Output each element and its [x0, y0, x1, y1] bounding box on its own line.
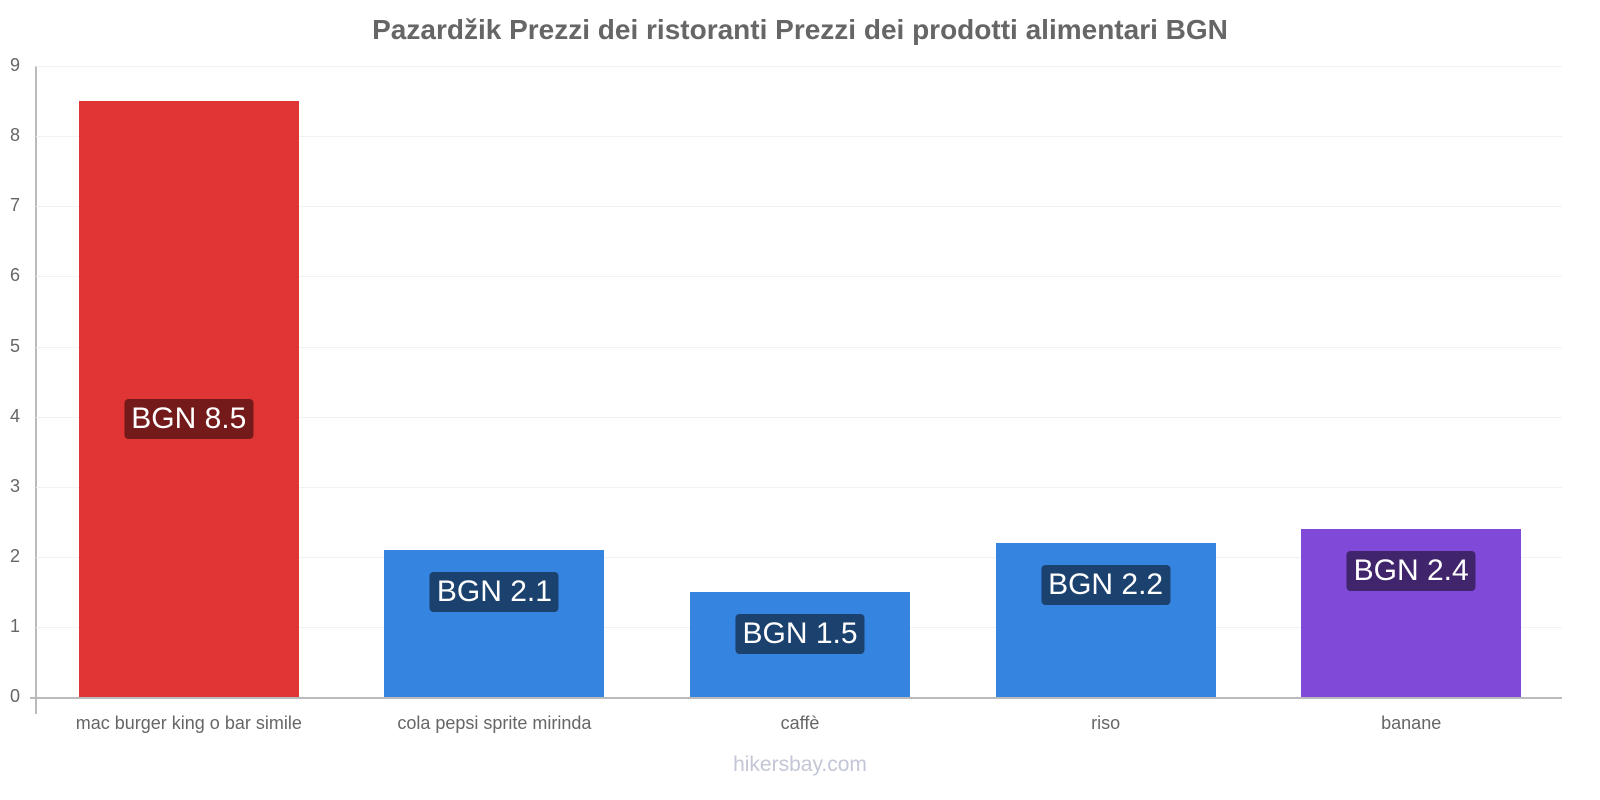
gridline: [36, 276, 1562, 278]
x-axis: [30, 697, 1562, 699]
gridline: [36, 346, 1562, 348]
y-tick-label: 2: [9, 545, 20, 566]
gridline: [36, 66, 1562, 68]
data-label: BGN 2.2: [1041, 564, 1171, 605]
y-tick-label: 4: [9, 405, 20, 426]
y-tick-label: 3: [9, 475, 20, 496]
y-tick-label: 9: [9, 55, 20, 76]
x-tick-label: riso: [1091, 713, 1121, 733]
data-label: BGN 2.4: [1346, 550, 1476, 591]
gridline: [36, 206, 1562, 208]
chart-title: Pazardžik Prezzi dei ristoranti Prezzi d…: [372, 14, 1228, 45]
gridline: [36, 486, 1562, 488]
y-tick-label: 7: [9, 195, 20, 216]
y-tick-label: 8: [9, 125, 20, 146]
x-tick-label: caffè: [780, 713, 820, 733]
y-axis: [35, 66, 37, 714]
y-tick-label: 1: [9, 615, 20, 636]
x-tick-label: mac burger king o bar simile: [75, 713, 302, 733]
x-tick-label: banane: [1381, 713, 1442, 733]
gridline: [36, 556, 1562, 558]
watermark: hikersbay.com: [733, 753, 867, 776]
y-tick-label: 5: [9, 335, 20, 356]
x-tick-label: cola pepsi sprite mirinda: [397, 713, 592, 733]
y-tick-label: 6: [9, 265, 20, 286]
data-label: BGN 8.5: [124, 399, 254, 440]
data-label: BGN 2.1: [429, 571, 559, 612]
y-tick-label: 0: [9, 686, 20, 706]
gridline: [36, 136, 1562, 138]
gridline: [36, 416, 1562, 418]
data-label: BGN 1.5: [735, 613, 865, 654]
